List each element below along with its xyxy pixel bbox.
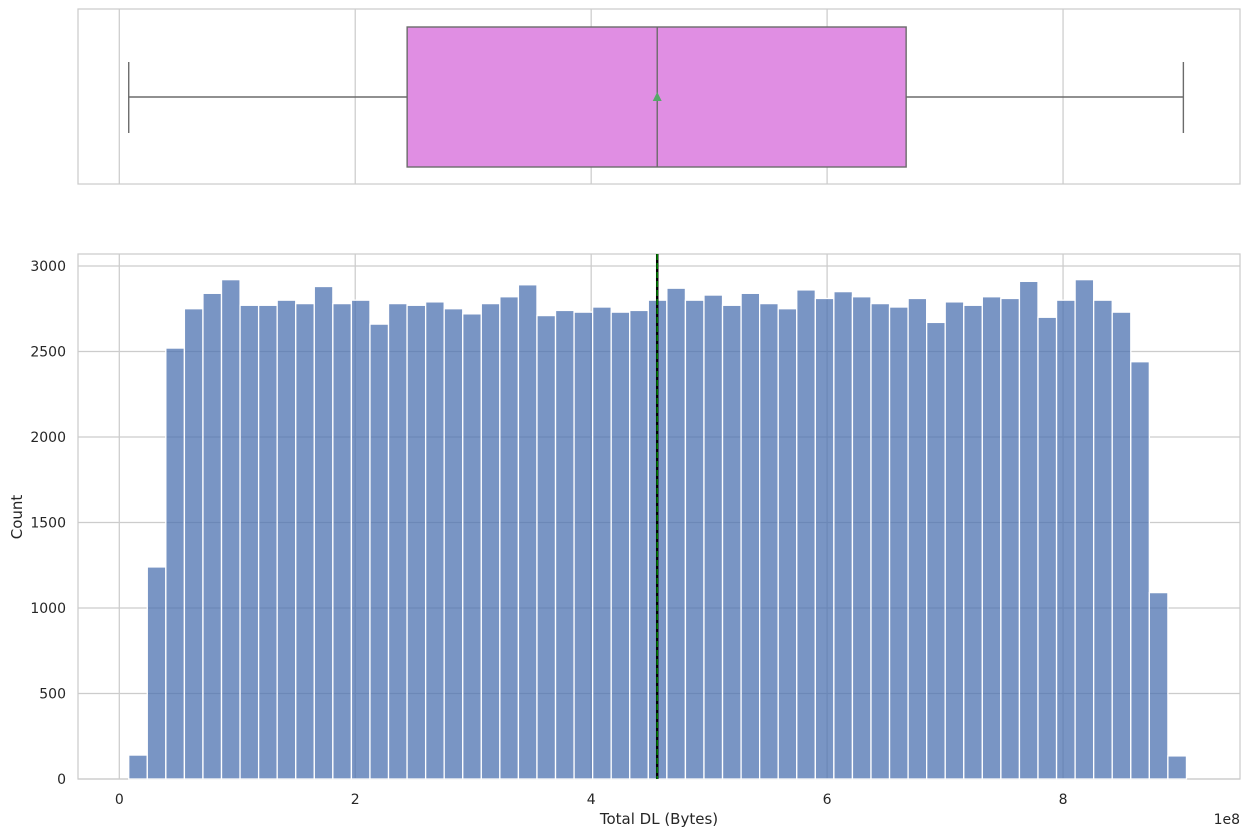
y-axis-label: Count: [8, 495, 26, 540]
histogram-bar: [536, 314, 557, 780]
x-axis-offset-text: 1e8: [1214, 812, 1240, 828]
boxplot-panel: [77, 8, 1241, 185]
histogram-bar: [295, 302, 315, 780]
histogram-bar: [759, 302, 779, 780]
histogram-bar: [573, 311, 594, 780]
mean-marker: [652, 92, 662, 101]
histogram-bar: [480, 302, 501, 780]
histogram-bar: [1018, 280, 1039, 780]
histogram-bar: [926, 321, 946, 780]
histogram-bar: [629, 309, 649, 780]
histogram-bar: [146, 566, 167, 780]
histogram-bar: [1055, 299, 1076, 780]
histogram-bar: [666, 287, 687, 780]
histogram-bar: [1167, 755, 1188, 780]
histogram-bar: [684, 299, 705, 780]
histogram-bar: [740, 292, 761, 780]
histogram-bar: [406, 304, 427, 780]
histogram-bar: [313, 285, 334, 780]
x-tick-label: 4: [587, 792, 596, 808]
histogram-bar: [220, 279, 241, 780]
histogram-bar: [610, 311, 631, 780]
y-tick-label: 2500: [30, 344, 66, 360]
histogram-bar: [462, 313, 482, 780]
histogram-bar: [1074, 279, 1095, 780]
histogram-bar: [424, 301, 445, 780]
histogram-bar: [1093, 299, 1113, 780]
histogram-bar: [814, 297, 835, 780]
x-axis-label: Total DL (Bytes): [599, 810, 718, 828]
histogram-bar: [276, 299, 297, 780]
histogram-bar: [851, 296, 872, 780]
histogram-bar: [387, 302, 408, 780]
histogram-bar: [591, 306, 612, 780]
histogram-bar: [833, 290, 854, 780]
x-tick-label: 8: [1059, 792, 1068, 808]
boxplot-body: [128, 26, 1185, 168]
histogram-bar: [239, 304, 260, 780]
y-tick-label: 1500: [30, 515, 66, 531]
histogram-bar: [777, 308, 798, 780]
histogram-bar: [332, 302, 353, 780]
histogram-bar: [1111, 311, 1132, 780]
histogram-bar: [888, 306, 909, 780]
histogram-bar: [1000, 297, 1021, 780]
histogram-bar: [1130, 361, 1150, 780]
histogram-bar: [944, 301, 965, 780]
y-tick-label: 0: [57, 772, 66, 788]
histogram-bar: [721, 304, 742, 780]
histogram-bar: [1037, 316, 1058, 780]
histogram-bar: [1148, 591, 1169, 780]
histogram-bar: [128, 754, 148, 780]
x-tick-label: 2: [351, 792, 360, 808]
histogram-bar: [443, 308, 464, 780]
histogram-bar: [703, 294, 724, 780]
histogram-bar: [183, 308, 204, 780]
histogram-bar: [870, 302, 891, 780]
histogram-bar: [202, 292, 223, 780]
histogram-bar: [907, 297, 928, 780]
histogram-bar: [963, 304, 983, 780]
histogram-bar: [499, 296, 520, 780]
histogram-bar: [554, 309, 575, 780]
histogram-bar: [796, 289, 816, 780]
histogram-bar: [369, 323, 390, 780]
histogram-bar: [981, 296, 1002, 780]
histogram-panel: 0 2 4 6 8 0 500 1000 1500 2000 2500 3000 1e8 Total…: [8, 253, 1241, 828]
histogram-bar: [165, 347, 186, 780]
y-tick-labels: 0 500 1000 1500 2000 2500 3000: [30, 259, 66, 788]
x-tick-label: 6: [823, 792, 832, 808]
histogram-bar: [517, 284, 538, 780]
y-tick-label: 1000: [30, 601, 66, 617]
histogram-bar: [257, 304, 278, 780]
y-tick-label: 500: [39, 686, 66, 702]
x-tick-labels: 0 2 4 6 8: [115, 792, 1068, 808]
y-tick-label: 2000: [30, 430, 66, 446]
y-tick-label: 3000: [30, 259, 66, 275]
x-tick-label: 0: [115, 792, 124, 808]
histogram-bar: [350, 299, 371, 780]
histogram-bars: [128, 279, 1188, 780]
